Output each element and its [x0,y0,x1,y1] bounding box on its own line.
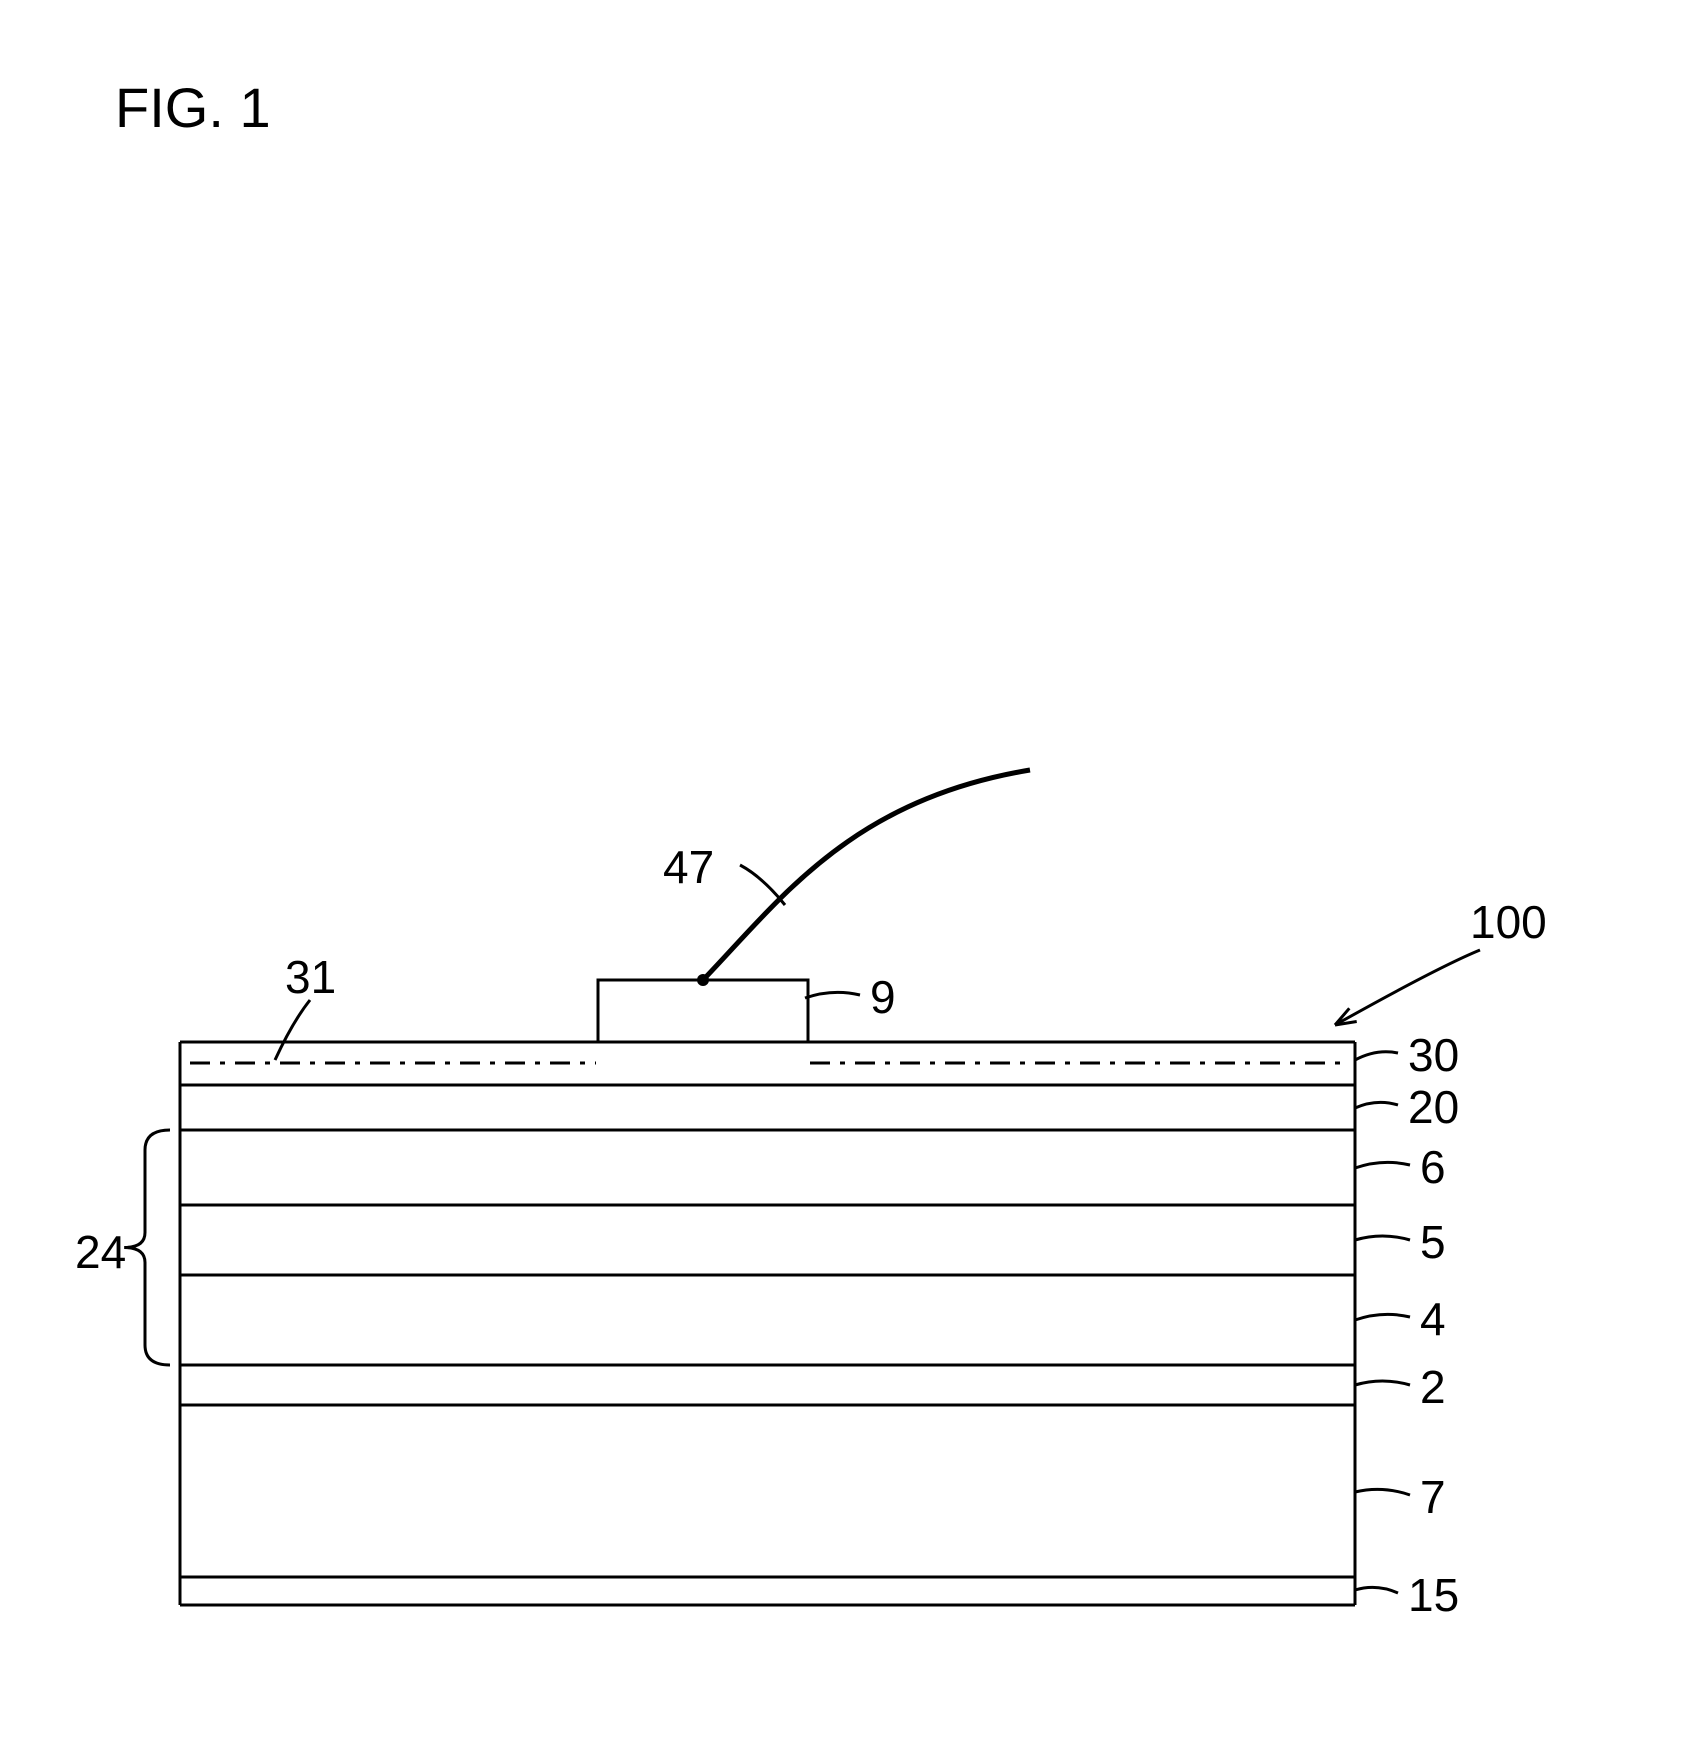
label-31: 31 [285,950,336,1004]
figure-title: FIG. 1 [115,75,271,140]
label-2: 2 [1420,1360,1446,1414]
label-7: 7 [1420,1470,1446,1524]
label-9: 9 [870,970,896,1024]
label-4: 4 [1420,1292,1446,1346]
label-100: 100 [1470,895,1547,949]
label-20: 20 [1408,1080,1459,1134]
label-24: 24 [75,1225,126,1279]
label-5: 5 [1420,1215,1446,1269]
label-15: 15 [1408,1568,1459,1622]
label-30: 30 [1408,1028,1459,1082]
label-6: 6 [1420,1140,1446,1194]
figure-page: FIG. 1 47 9 31 100 30 20 6 5 4 2 7 15 24 [0,0,1682,1747]
label-47: 47 [663,840,714,894]
